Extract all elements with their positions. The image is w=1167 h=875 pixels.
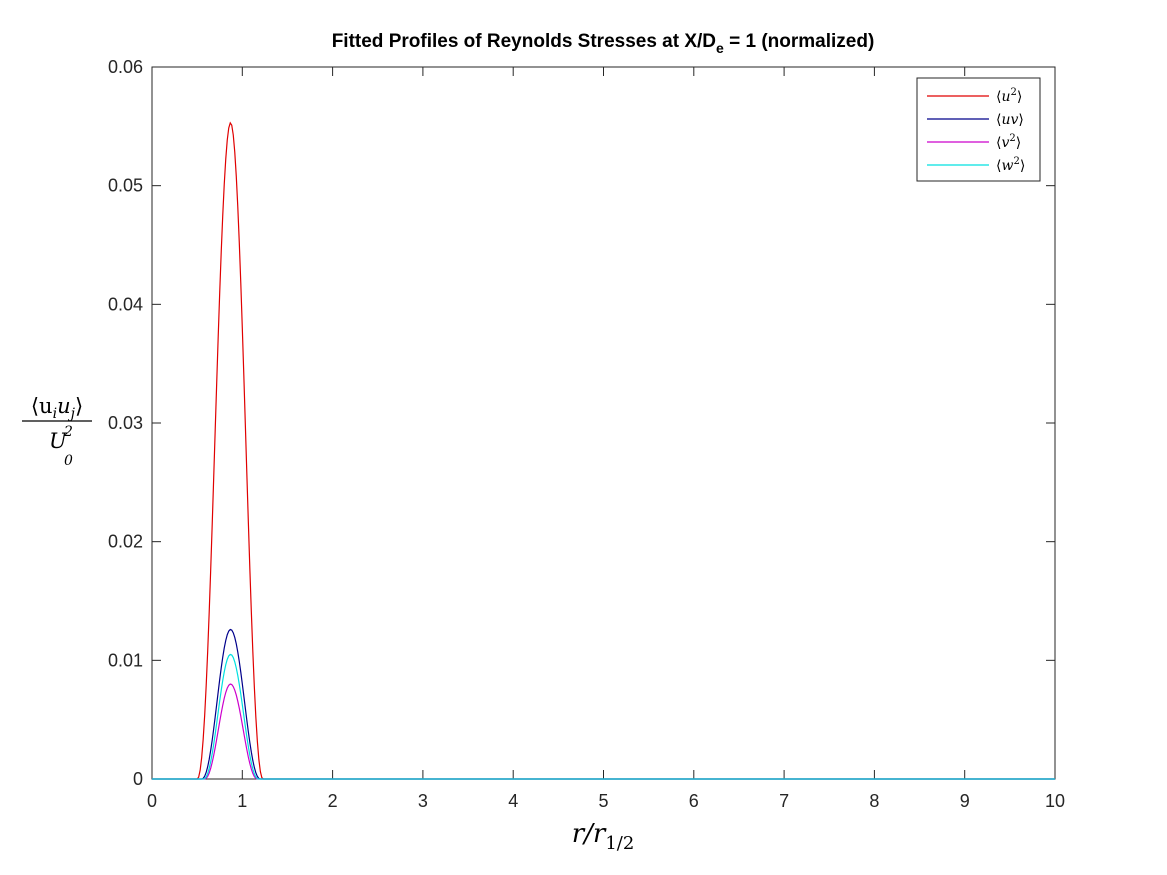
x-tick-labels: 0 1 2 3 4 5 6 7 8 9 10 [147,791,1065,811]
x-tick-label: 5 [598,791,608,811]
series-line-w2 [152,653,1055,780]
axis-ticks [151,66,1056,780]
legend-label: ⟨uv⟩ [996,112,1024,128]
x-tick-label: 7 [779,791,789,811]
legend-label: ⟨w2⟩ [996,156,1025,174]
chart-title: Fitted Profiles of Reynolds Stresses at … [332,31,875,56]
x-tick-label: 1 [237,791,247,811]
y-tick-label: 0.01 [108,650,143,670]
x-tick-label: 6 [689,791,699,811]
legend: ⟨u2⟩ ⟨uv⟩ ⟨v2⟩ ⟨w2⟩ [916,77,1041,182]
chart-title-subscript: e [716,40,724,56]
y-axis-label-denominator: U [49,429,68,453]
x-tick-label: 8 [869,791,879,811]
legend-label: ⟨v2⟩ [996,133,1021,151]
y-tick-label: 0.02 [108,532,143,552]
legend-box [916,77,1041,182]
y-tick-label: 0.06 [108,57,143,77]
plot-area [151,66,1056,780]
legend-entry: ⟨w2⟩ [927,156,1025,174]
legend-entry: ⟨uv⟩ [927,112,1024,128]
x-tick-label: 3 [418,791,428,811]
legend-entry: ⟨u2⟩ [927,87,1022,105]
y-axis-label: ⟨uiuj⟩ U 2 0 [22,394,92,469]
y-tick-label: 0.03 [108,413,143,433]
legend-entry: ⟨v2⟩ [927,133,1021,151]
chart-title-suffix: = 1 (normalized) [724,31,874,52]
x-tick-label: 4 [508,791,518,811]
y-axis-label-numerator: ⟨uiuj⟩ [31,394,83,422]
y-tick-labels: 0 0.01 0.02 0.03 0.04 0.05 0.06 [108,57,143,789]
x-tick-label: 0 [147,791,157,811]
y-axis-label-denominator-sup: 2 [63,424,73,440]
series-lines [152,121,1055,780]
x-tick-label: 9 [960,791,970,811]
x-tick-label: 10 [1045,791,1065,811]
legend-label: ⟨u2⟩ [996,87,1022,105]
x-axis-label-subscript: 1/2 [605,833,634,854]
x-tick-label: 2 [328,791,338,811]
y-tick-label: 0.05 [108,176,143,196]
y-tick-label: 0 [133,769,143,789]
x-axis-label: r/r1/2 [572,819,635,854]
y-tick-label: 0.04 [108,294,143,314]
y-axis-label-denominator-sub: 0 [64,453,73,469]
